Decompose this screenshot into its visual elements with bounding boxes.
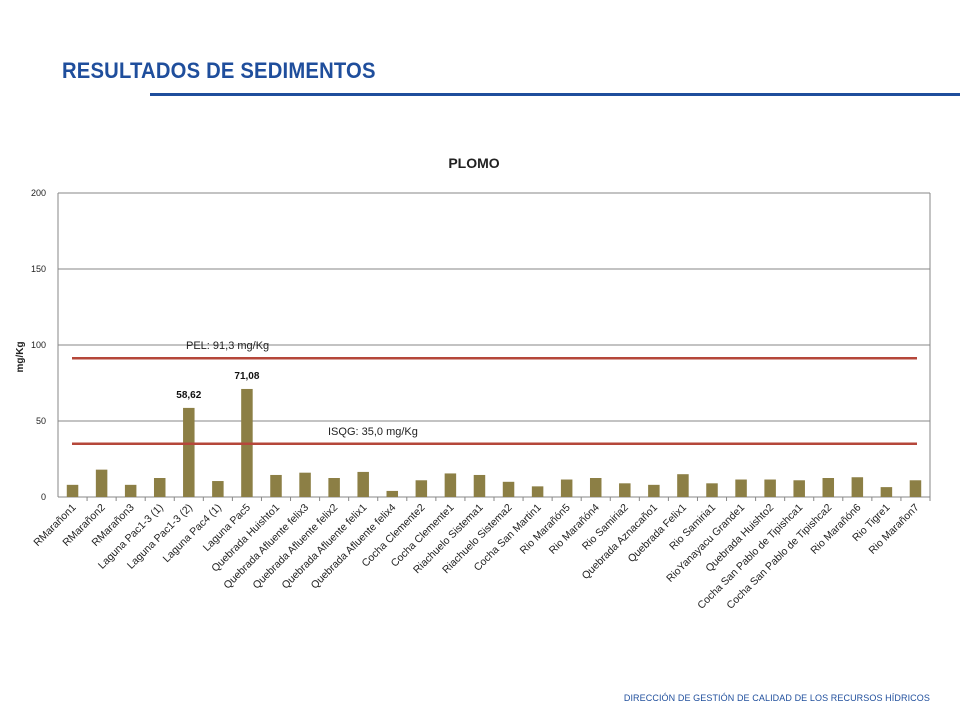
bar <box>502 481 515 497</box>
bar <box>735 479 747 497</box>
title-underline <box>150 93 960 96</box>
bar <box>531 486 544 497</box>
bar <box>415 480 428 497</box>
bar <box>212 481 224 497</box>
y-tick-label: 100 <box>31 340 46 350</box>
bar <box>793 480 805 497</box>
footer-text: DIRECCIÓN DE GESTIÓN DE CALIDAD DE LOS R… <box>623 693 930 703</box>
bar <box>822 478 835 497</box>
bar <box>851 477 864 497</box>
bar <box>95 469 108 497</box>
bar <box>270 474 282 497</box>
bar <box>677 474 689 497</box>
bar <box>648 484 660 497</box>
lead-bar-chart: PLOMOmg/Kg050100150200RMarañon1RMarañon2… <box>15 155 931 612</box>
reference-line-label: PEL: 91,3 mg/Kg <box>186 340 269 352</box>
bar <box>473 474 486 497</box>
bar <box>328 478 340 497</box>
chart-title: PLOMO <box>448 155 499 171</box>
y-axis-label: mg/Kg <box>15 341 26 372</box>
bar <box>619 483 631 497</box>
y-tick-label: 50 <box>36 416 46 426</box>
data-label: 71,08 <box>234 371 259 382</box>
data-label: 58,62 <box>176 390 201 401</box>
bar <box>153 478 166 497</box>
bar <box>909 480 922 497</box>
bar <box>764 479 776 497</box>
bar <box>183 407 195 497</box>
page-title: RESULTADOS DE SEDIMENTOS <box>62 58 376 83</box>
bar <box>357 471 369 497</box>
bar <box>880 487 893 497</box>
y-tick-label: 0 <box>41 492 46 502</box>
bar <box>124 484 137 497</box>
y-tick-label: 150 <box>31 264 46 274</box>
reference-line-label: ISQG: 35,0 mg/Kg <box>328 426 418 438</box>
bar <box>299 472 311 497</box>
bar <box>386 490 399 497</box>
bar <box>444 473 457 497</box>
bar <box>66 484 79 497</box>
bar <box>589 478 602 497</box>
y-tick-label: 200 <box>31 188 46 198</box>
bar <box>706 483 718 497</box>
bar <box>560 479 573 497</box>
